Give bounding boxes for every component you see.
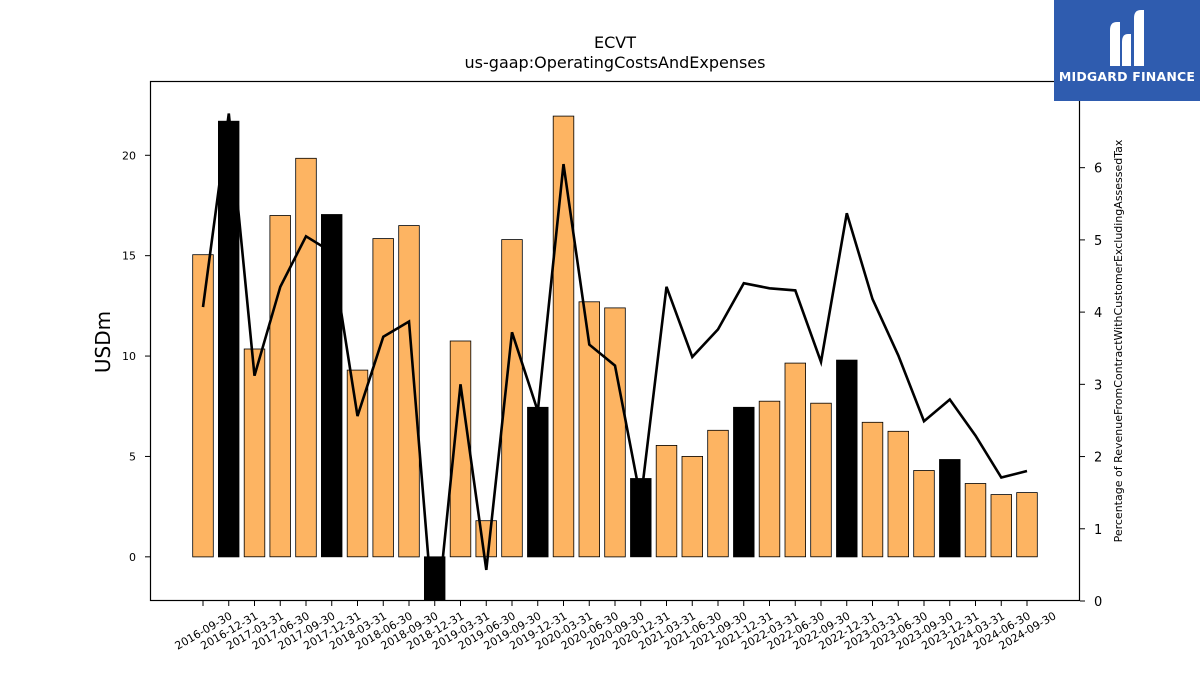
bar-2022-12-31 bbox=[836, 359, 858, 558]
line-group bbox=[201, 113, 1028, 601]
bar-2022-06-30 bbox=[784, 362, 807, 558]
bar-2021-12-31 bbox=[733, 406, 755, 558]
bar-2022-03-31 bbox=[758, 400, 781, 558]
y2-tick-label: 0 bbox=[1094, 595, 1102, 610]
y2-axis-label: Percentage of RevenueFromContractWithCus… bbox=[1112, 139, 1125, 542]
bar-2020-03-31 bbox=[552, 115, 575, 558]
y2-tick-label: 6 bbox=[1094, 162, 1102, 177]
bar-2022-09-30 bbox=[810, 402, 832, 558]
bar-2017-12-31 bbox=[320, 214, 343, 558]
bar-2024-03-31 bbox=[964, 483, 987, 558]
chart-subtitle: us-gaap:OperatingCostsAndExpenses bbox=[465, 53, 766, 72]
bar-2019-12-31 bbox=[527, 406, 549, 558]
chart-title: ECVT bbox=[594, 33, 636, 52]
bar-2023-03-31 bbox=[861, 421, 884, 558]
percentage-line bbox=[201, 113, 1028, 601]
bar-2017-03-31 bbox=[243, 348, 266, 558]
bar-2021-09-30 bbox=[707, 429, 729, 558]
y-tick-label: 0 bbox=[129, 551, 136, 564]
y-tick-label: 5 bbox=[129, 450, 136, 463]
bar-2019-09-30 bbox=[501, 239, 523, 558]
bar-2024-09-30 bbox=[1016, 492, 1038, 558]
y2-tick-label: 2 bbox=[1094, 451, 1102, 466]
bar-2023-06-30 bbox=[887, 430, 910, 558]
bar-2018-06-30 bbox=[372, 238, 394, 558]
bar-2016-09-30 bbox=[192, 254, 214, 558]
bar-2018-09-30 bbox=[398, 225, 420, 558]
bar-2020-06-30 bbox=[578, 301, 601, 558]
bar-group bbox=[192, 115, 1038, 601]
bar-2023-09-30 bbox=[913, 470, 935, 558]
bar-2018-03-31 bbox=[346, 369, 369, 558]
y-tick-label: 10 bbox=[122, 350, 136, 363]
y2-tick-label: 5 bbox=[1094, 234, 1102, 249]
bar-2024-06-30 bbox=[990, 494, 1013, 558]
logo: MIDGARD FINANCE bbox=[1054, 0, 1200, 101]
bar-2019-03-31 bbox=[449, 340, 472, 558]
plot-frame bbox=[149, 80, 1081, 602]
y-tick-label: 20 bbox=[122, 149, 136, 162]
bar-2023-12-31 bbox=[939, 459, 961, 558]
bar-2017-06-30 bbox=[269, 215, 291, 558]
y2-tick-label: 3 bbox=[1094, 378, 1102, 393]
bar-2021-03-31 bbox=[655, 444, 678, 558]
y-axis-label: USDm bbox=[91, 311, 115, 373]
logo-mark-icon bbox=[1110, 10, 1144, 66]
logo-text: MIDGARD FINANCE bbox=[1058, 69, 1196, 84]
bar-2021-06-30 bbox=[681, 455, 704, 558]
bar-2017-09-30 bbox=[295, 157, 317, 558]
y-tick-label: 15 bbox=[122, 250, 136, 263]
bar-2020-12-31 bbox=[630, 478, 652, 558]
bar-2020-09-30 bbox=[604, 307, 626, 558]
y2-tick-label: 4 bbox=[1094, 306, 1102, 321]
y2-tick-label: 1 bbox=[1094, 523, 1102, 538]
